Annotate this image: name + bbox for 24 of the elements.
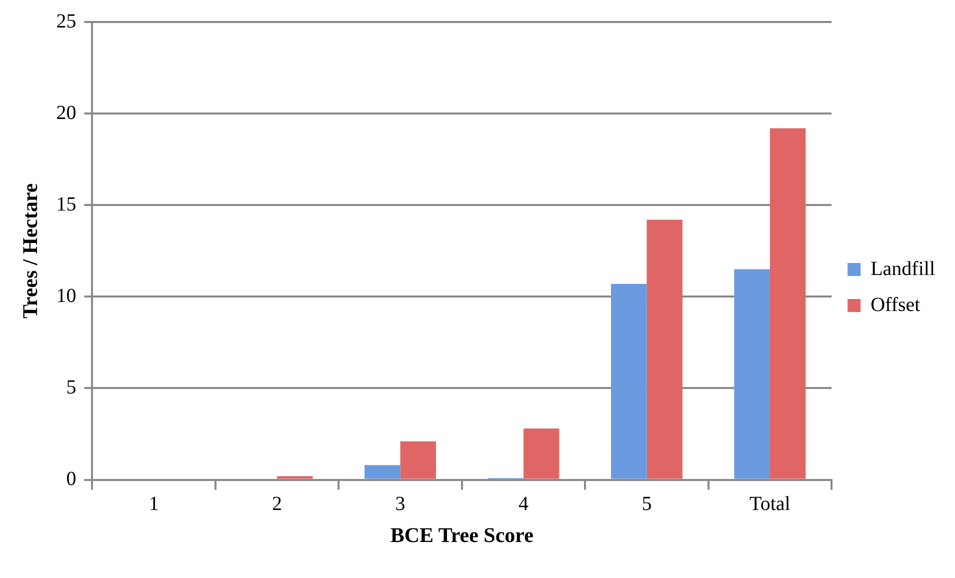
x-tick-label: 2: [272, 493, 282, 516]
legend-label: Offset: [870, 294, 921, 316]
y-tick-label: 10: [56, 284, 76, 307]
bar: [364, 465, 400, 479]
y-tick-label: 5: [66, 376, 76, 398]
bar: [770, 128, 806, 479]
y-tick-label: 25: [56, 10, 76, 32]
y-tick-label: 15: [56, 193, 76, 216]
x-tick-label: 5: [642, 493, 652, 516]
legend-label: Landfill: [870, 258, 936, 280]
bar: [646, 220, 682, 479]
bar: [524, 428, 560, 479]
y-tick-label: 0: [66, 468, 76, 490]
bar: [610, 284, 647, 479]
y-axis-title: Trees / Hectare: [18, 183, 42, 319]
bar: [277, 476, 313, 479]
x-tick-label: 4: [518, 493, 529, 516]
bar: [734, 269, 770, 479]
x-axis-title: BCE Tree Score: [390, 522, 534, 547]
x-tick-label: 3: [395, 493, 406, 516]
bar: [400, 441, 436, 479]
x-tick-label: 1: [148, 493, 159, 516]
y-tick-label: 20: [56, 102, 76, 124]
x-tick-label: Total: [750, 493, 791, 516]
